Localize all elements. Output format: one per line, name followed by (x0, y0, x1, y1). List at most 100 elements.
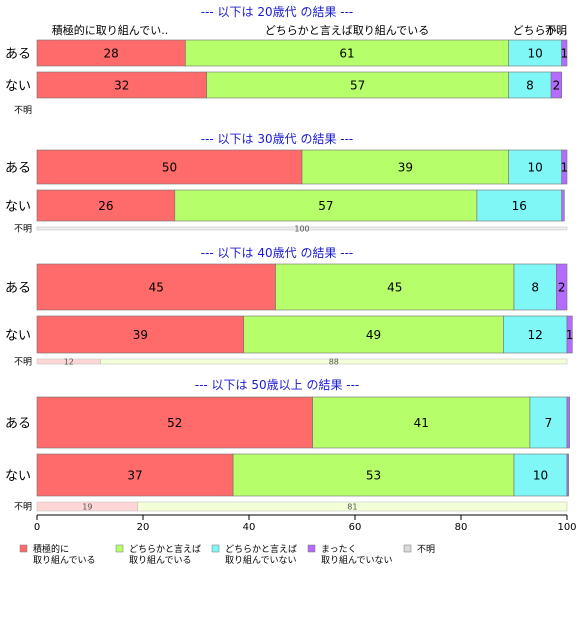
bar-segment (185, 39, 509, 67)
bar-segment (561, 189, 565, 222)
row-label: 不明 (14, 224, 32, 235)
row-label: 不明 (14, 105, 32, 116)
bar-segment (508, 149, 563, 185)
row-label: ある (5, 47, 31, 62)
bar-segment (137, 501, 568, 512)
bar-segment (36, 263, 276, 311)
bar-segment (36, 149, 303, 185)
legend-swatch (307, 544, 316, 553)
data-label: 39 (133, 328, 148, 342)
column-header: 不明 (545, 24, 567, 37)
data-label: 10 (533, 469, 548, 483)
data-label: 8 (526, 79, 534, 93)
legend-swatch (403, 544, 412, 553)
row-label: ない (5, 79, 31, 94)
bar-segment (566, 396, 570, 449)
data-label: 53 (366, 469, 381, 483)
x-tick-label: 80 (455, 522, 468, 533)
data-label: 12 (64, 358, 74, 367)
data-label: 39 (398, 161, 413, 175)
bar-segment (529, 396, 568, 449)
data-label: 1 (561, 161, 569, 175)
data-label: 32 (114, 79, 129, 93)
bar-segment (36, 71, 207, 99)
bar-segment (36, 396, 313, 449)
bar-segment (566, 453, 569, 497)
row-label: ある (5, 281, 31, 296)
data-label: 57 (318, 199, 333, 213)
bar-segment (503, 315, 568, 354)
data-label: 16 (512, 199, 527, 213)
data-label: 1 (561, 47, 569, 61)
bar-segment (232, 453, 515, 497)
legend-swatch (211, 544, 220, 553)
row-label: ある (5, 161, 31, 176)
bar-segment (561, 39, 568, 67)
bar-segment (566, 315, 573, 354)
data-label: 100 (294, 225, 309, 234)
bar-segment (561, 149, 568, 185)
data-label: 2 (558, 281, 566, 295)
legend-label: どちらかと言えば (225, 543, 297, 555)
data-label: 49 (366, 328, 381, 342)
column-header: どちらかと言えば取り組んでいる (265, 24, 429, 37)
legend-label: 取り組んでいる (129, 554, 192, 566)
legend-label: 積極的に (33, 543, 69, 555)
bar-segment (206, 71, 510, 99)
bar-segment (36, 189, 176, 222)
data-label: 50 (162, 161, 177, 175)
column-header: どちらか… (513, 24, 568, 37)
x-tick-label: 0 (34, 522, 40, 533)
legend-label: 取り組んでいない (225, 554, 297, 566)
section-title: --- 以下は 40歳代 の結果 --- (201, 246, 354, 260)
legend-label: 不明 (417, 544, 435, 555)
data-label: 12 (528, 328, 543, 342)
data-label: 7 (545, 416, 553, 430)
row-label: ない (5, 329, 31, 344)
bar-segment (174, 189, 478, 222)
data-label: 19 (82, 503, 92, 512)
data-label: 26 (98, 199, 113, 213)
bar-segment (513, 453, 568, 497)
data-label: 57 (350, 79, 365, 93)
row-label: 不明 (14, 502, 32, 513)
x-tick-label: 100 (557, 522, 576, 533)
legend-swatch (19, 544, 28, 553)
data-label: 81 (347, 503, 357, 512)
legend-label: 取り組んでいる (33, 554, 96, 566)
data-label: 10 (528, 161, 543, 175)
x-tick-label: 40 (243, 522, 256, 533)
data-label: 1 (566, 328, 574, 342)
row-label: ない (5, 469, 31, 484)
section-title: --- 以下は 20歳代 の結果 --- (201, 5, 354, 19)
data-label: 61 (339, 47, 354, 61)
data-label: 8 (531, 281, 539, 295)
data-label: 10 (528, 47, 543, 61)
data-label: 45 (387, 281, 402, 295)
bar-segment (312, 396, 531, 449)
data-label: 28 (104, 47, 119, 61)
legend-swatch (115, 544, 124, 553)
data-label: 45 (149, 281, 164, 295)
row-label: ある (5, 417, 31, 432)
bar-segment (556, 263, 568, 311)
bar-segment (243, 315, 504, 354)
section-title: --- 以下は 50歳以上 の結果 --- (195, 378, 360, 392)
bar-segment (100, 358, 568, 365)
data-label: 88 (329, 358, 339, 367)
legend-label: 取り組んでいない (321, 554, 393, 566)
x-tick-label: 60 (349, 522, 362, 533)
column-header: 積極的に取り組んでい.. (52, 23, 168, 37)
row-label: 不明 (14, 357, 32, 368)
row-label: ない (5, 200, 31, 215)
legend-label: どちらかと言えば (129, 543, 201, 555)
data-label: 41 (414, 416, 429, 430)
bar-segment (550, 71, 562, 99)
data-label: 37 (127, 469, 142, 483)
x-tick-label: 20 (137, 522, 150, 533)
bar-segment (508, 71, 552, 99)
section-title: --- 以下は 30歳代 の結果 --- (201, 132, 354, 146)
bar-segment (36, 226, 568, 231)
data-label: 52 (167, 416, 182, 430)
